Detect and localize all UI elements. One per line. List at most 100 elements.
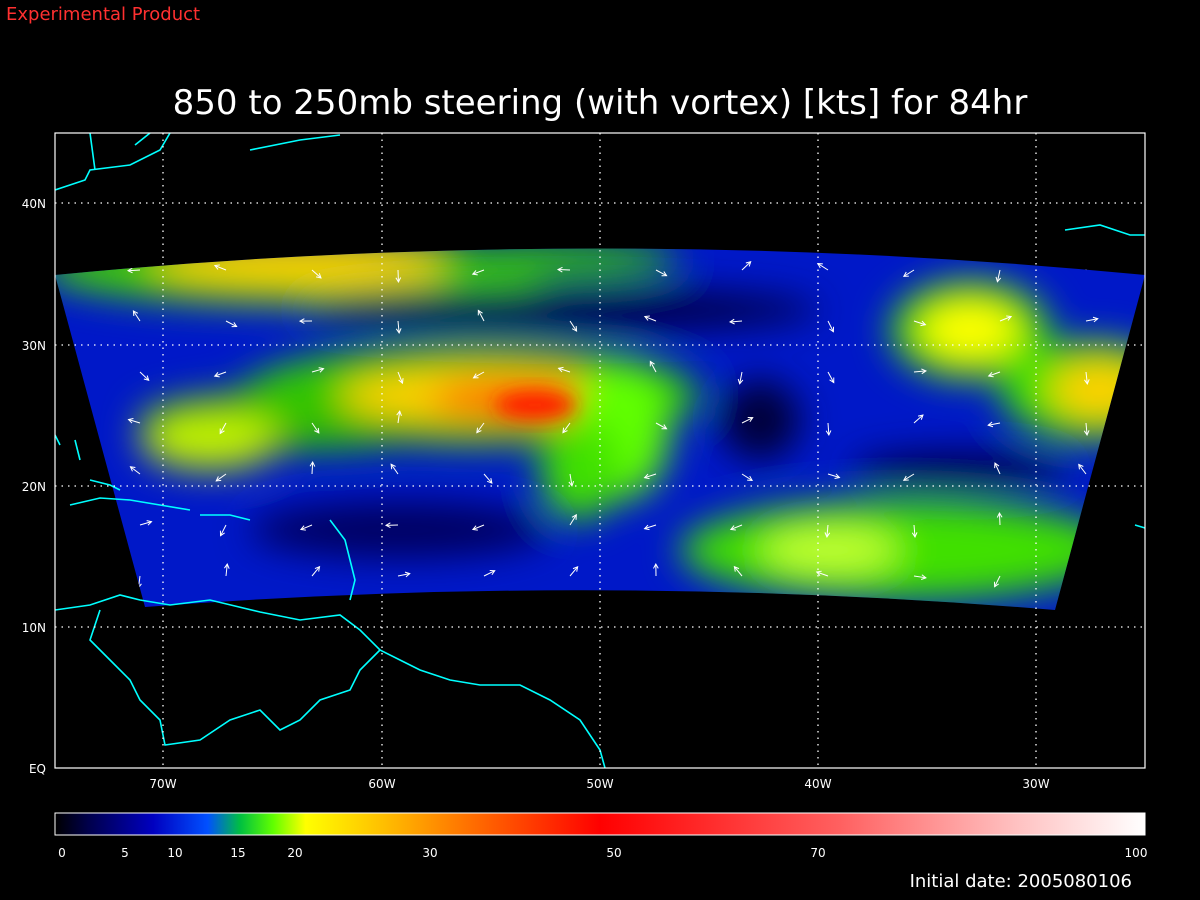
arrow-shaft — [817, 263, 829, 271]
arrow-shaft — [913, 370, 926, 373]
arrow-head — [1084, 379, 1090, 385]
arrow-head — [1077, 580, 1084, 587]
arrow-shaft — [913, 524, 916, 537]
arrow-head — [828, 326, 835, 333]
arrow-head — [477, 309, 483, 316]
lon-label: 70W — [149, 777, 176, 791]
arrow-head — [1078, 463, 1084, 470]
wind-arrow — [225, 320, 238, 328]
arrow-head — [747, 416, 754, 423]
wind-arrow — [215, 473, 227, 482]
arrow-shaft — [132, 310, 141, 322]
wind-arrow — [569, 513, 577, 526]
colorbar-label: 5 — [121, 846, 129, 860]
arrow-head — [920, 574, 927, 580]
wind-arrow — [649, 360, 657, 373]
arrow-shaft — [558, 367, 571, 373]
arrow-head — [223, 563, 230, 569]
lon-label: 60W — [368, 777, 395, 791]
arrow-head — [995, 276, 1002, 283]
wind-arrow — [311, 269, 322, 279]
wind-arrow — [311, 367, 325, 373]
arrow-head — [213, 264, 220, 270]
wind-arrow — [309, 460, 316, 475]
arrow-shaft — [741, 417, 753, 424]
arrow-head — [987, 421, 994, 428]
arrow-shaft — [569, 514, 577, 526]
wind-arrow — [733, 565, 743, 577]
arrow-shaft — [1085, 422, 1088, 435]
wind-arrow — [827, 473, 841, 480]
arrow-head — [733, 565, 740, 572]
wind-arrow — [827, 371, 835, 384]
arrow-shaft — [644, 473, 657, 479]
arrow-head — [649, 360, 655, 367]
arrow-head — [571, 326, 578, 332]
arrow-head — [993, 581, 1000, 588]
arrow-head — [487, 478, 493, 484]
wind-arrow — [562, 422, 571, 434]
arrow-head — [395, 277, 402, 284]
wind-arrow — [741, 473, 754, 482]
lat-label: 10N — [22, 621, 46, 635]
wind-arrow — [483, 569, 496, 577]
wind-arrow — [1083, 422, 1090, 436]
wind-arrow — [483, 473, 493, 484]
arrow-shaft — [1085, 371, 1088, 384]
colorbar-label: 0 — [58, 846, 66, 860]
arrow-head — [143, 375, 150, 381]
arrow-head — [471, 525, 478, 531]
wind-arrow — [471, 524, 485, 531]
arrow-shaft — [903, 473, 915, 481]
wind-arrow — [1084, 371, 1090, 385]
arrow-shaft — [569, 473, 573, 486]
arrow-shaft — [741, 473, 753, 481]
arrow-head — [215, 476, 222, 482]
arrow-shaft — [827, 320, 834, 332]
wind-arrow — [299, 524, 313, 531]
arrow-shaft — [655, 269, 667, 277]
lat-label: 30N — [22, 339, 46, 353]
wind-arrow — [827, 320, 835, 333]
arrow-head — [404, 571, 411, 578]
arrow-head — [920, 320, 927, 327]
wind-arrow — [996, 511, 1003, 526]
arrow-head — [318, 367, 325, 373]
arrow-shaft — [311, 461, 314, 475]
arrow-head — [471, 270, 478, 276]
colorbar — [54, 812, 1146, 836]
arrow-head — [902, 271, 909, 277]
arrow-head — [661, 271, 668, 277]
wind-arrow — [213, 264, 227, 271]
arrow-shaft — [569, 566, 579, 577]
arrow-shaft — [311, 422, 320, 434]
arrow-shaft — [139, 371, 150, 381]
arrow-head — [231, 322, 238, 328]
arrow-head — [737, 378, 744, 385]
arrow-shaft — [649, 361, 657, 373]
arrow-shaft — [644, 316, 657, 322]
colorbar-label: 15 — [230, 846, 245, 860]
arrow-head — [398, 378, 404, 385]
arrow-shaft — [827, 473, 840, 479]
arrow-head — [661, 424, 668, 430]
arrow-head — [309, 460, 316, 467]
wind-arrow — [1077, 575, 1087, 587]
arrow-shaft — [1085, 258, 1089, 271]
arrow-head — [562, 427, 568, 434]
wind-arrow — [655, 422, 668, 430]
arrow-head — [917, 414, 924, 420]
lon-label: 30W — [1022, 777, 1049, 791]
map-frame — [54, 132, 1146, 769]
wind-arrow — [139, 520, 153, 526]
arrow-head — [643, 473, 650, 480]
map-title: 850 to 250mb steering (with vortex) [kts… — [173, 83, 1028, 123]
arrow-head — [1092, 316, 1099, 323]
wind-arrow — [569, 320, 578, 332]
arrow-shaft — [988, 422, 1001, 426]
arrow-shaft — [741, 261, 752, 271]
arrow-shaft — [988, 371, 1001, 377]
wind-arrows — [126, 257, 1099, 589]
arrow-shaft — [739, 371, 743, 384]
